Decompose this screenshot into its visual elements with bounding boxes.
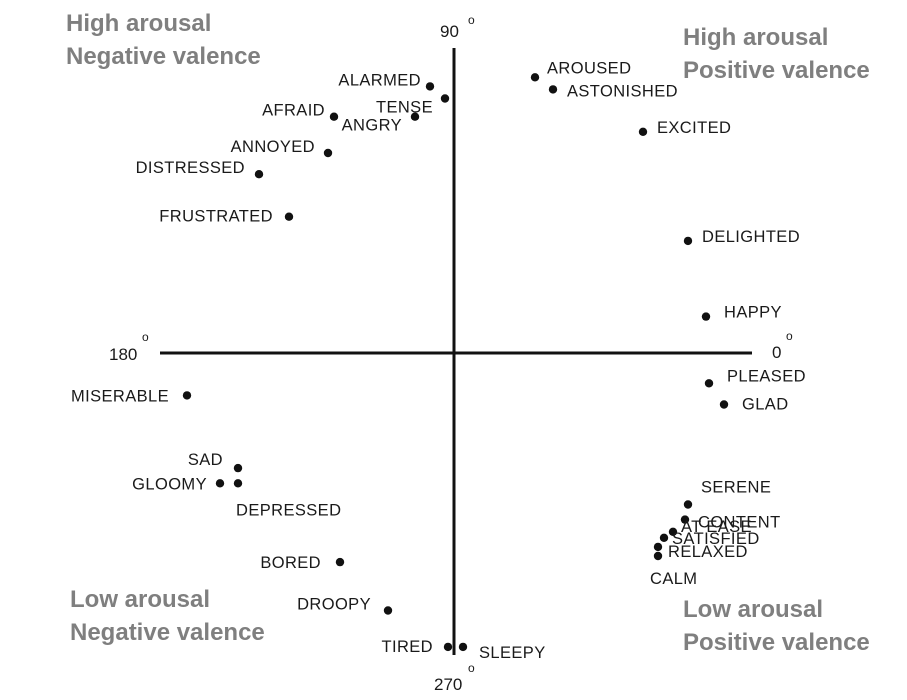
- data-label-satisfied: SATISFIED: [672, 530, 760, 548]
- quadrant-bottom-right-line1: Low arousal: [683, 596, 823, 623]
- data-label-calm: CALM: [650, 570, 697, 588]
- quadrant-top-right-line1: High arousal: [683, 24, 828, 51]
- data-label-at-ease: AT EASE: [681, 518, 752, 536]
- data-label-glad: GLAD: [742, 396, 789, 414]
- data-label-happy: HAPPY: [724, 304, 782, 322]
- quadrant-top-left-line2: Negative valence: [66, 43, 261, 70]
- data-point-excited: [638, 127, 648, 136]
- data-point-afraid: [329, 112, 339, 121]
- data-point-happy: [701, 312, 711, 321]
- data-point-glad: [719, 400, 729, 409]
- quadrant-bottom-left-line1: Low arousal: [70, 586, 210, 613]
- data-point-tired: [443, 642, 453, 652]
- data-point-calm: [653, 551, 663, 561]
- data-point-gloomy: [215, 479, 225, 488]
- axis-label-0: 0: [772, 343, 781, 362]
- data-label-depressed: DEPRESSED: [236, 501, 341, 519]
- data-label-astonished: ASTONISHED: [567, 82, 678, 100]
- data-point-satisfied: [659, 533, 669, 542]
- data-point-delighted: [683, 236, 693, 246]
- data-label-angry: ANGRY: [342, 117, 402, 135]
- data-point-annoyed: [323, 148, 333, 158]
- data-point-aroused: [530, 73, 540, 82]
- data-label-pleased: PLEASED: [727, 367, 806, 385]
- data-point-sleepy: [458, 642, 468, 652]
- data-point-serene: [683, 500, 693, 509]
- data-point-angry: [410, 112, 420, 121]
- data-label-annoyed: ANNOYED: [231, 138, 315, 156]
- data-label-delighted: DELIGHTED: [702, 228, 800, 246]
- data-label-alarmed: ALARMED: [338, 71, 421, 89]
- quadrant-bottom-left-line2: Negative valence: [70, 619, 265, 646]
- data-label-sad: SAD: [188, 451, 223, 469]
- data-point-at-ease: [668, 527, 678, 536]
- degree-mark-180: o: [142, 330, 149, 344]
- data-label-distressed: DISTRESSED: [136, 159, 245, 177]
- data-label-excited: EXCITED: [657, 119, 731, 137]
- axis-label-90: 90: [440, 22, 459, 41]
- points-layer: ALARMED TENSE AFRAID ANGRY ANNOYED DISTRESSED…: [71, 59, 806, 662]
- degree-mark-270: o: [468, 661, 475, 675]
- degree-mark-90: o: [468, 13, 475, 27]
- data-label-tired: TIRED: [382, 638, 434, 656]
- data-point-depressed: [233, 479, 243, 488]
- data-label-gloomy: GLOOMY: [132, 475, 207, 493]
- data-point-tense: [440, 94, 450, 103]
- data-label-aroused: AROUSED: [547, 59, 631, 77]
- data-label-miserable: MISERABLE: [71, 387, 169, 405]
- axis-label-270: 270: [434, 675, 462, 694]
- data-point-sad: [233, 463, 243, 473]
- data-point-miserable: [182, 391, 192, 400]
- data-point-distressed: [254, 170, 264, 179]
- data-point-relaxed: [653, 542, 663, 552]
- data-label-frustrated: FRUSTRATED: [159, 208, 273, 226]
- quadrant-top-left-line1: High arousal: [66, 10, 211, 37]
- data-label-relaxed: RELAXED: [668, 543, 748, 561]
- data-point-content: [680, 515, 690, 524]
- data-point-droopy: [383, 606, 393, 615]
- data-label-tense: TENSE: [376, 99, 433, 117]
- quadrant-top-right-line2: Positive valence: [683, 57, 870, 84]
- quadrant-bottom-right-line2: Positive valence: [683, 629, 870, 656]
- data-label-bored: BORED: [260, 554, 321, 572]
- data-label-sleepy: SLEEPY: [479, 644, 546, 662]
- data-label-content: CONTENT: [698, 514, 781, 532]
- data-point-bored: [335, 557, 345, 567]
- data-point-frustrated: [284, 212, 294, 221]
- degree-mark-0: o: [786, 329, 793, 343]
- data-point-pleased: [704, 379, 714, 388]
- data-label-afraid: AFRAID: [262, 102, 325, 120]
- data-label-droopy: DROOPY: [297, 596, 371, 614]
- data-label-serene: SERENE: [701, 479, 771, 497]
- data-point-astonished: [548, 85, 558, 94]
- data-point-alarmed: [425, 82, 435, 91]
- axis-label-180: 180: [109, 345, 137, 364]
